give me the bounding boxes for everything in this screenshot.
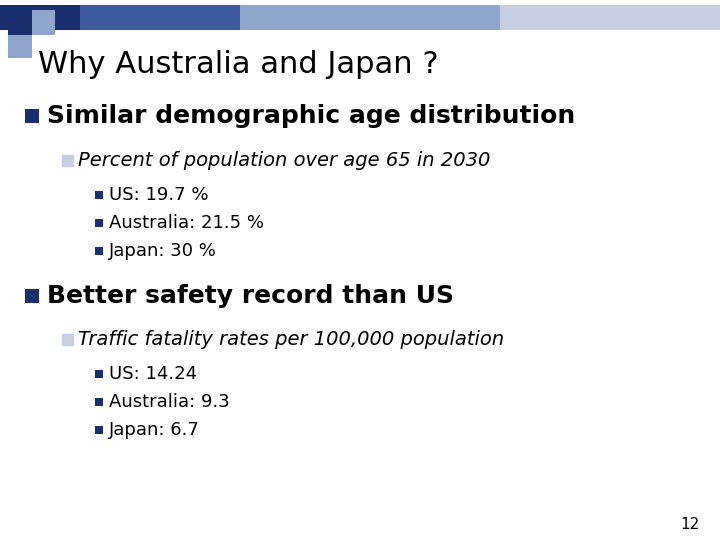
Text: Traffic fatality rates per 100,000 population: Traffic fatality rates per 100,000 popul… — [78, 330, 504, 349]
Polygon shape — [62, 155, 73, 166]
Polygon shape — [95, 191, 103, 199]
Text: Percent of population over age 65 in 2030: Percent of population over age 65 in 203… — [78, 151, 490, 170]
Polygon shape — [80, 5, 240, 30]
Text: Why Australia and Japan ?: Why Australia and Japan ? — [38, 50, 438, 79]
Polygon shape — [95, 247, 103, 255]
Polygon shape — [25, 289, 39, 303]
Text: Australia: 21.5 %: Australia: 21.5 % — [109, 214, 264, 232]
Polygon shape — [62, 334, 73, 345]
Polygon shape — [240, 5, 500, 30]
Polygon shape — [95, 370, 103, 378]
Polygon shape — [95, 219, 103, 227]
Polygon shape — [0, 5, 80, 30]
Text: US: 19.7 %: US: 19.7 % — [109, 186, 209, 204]
Text: 12: 12 — [680, 517, 700, 532]
Text: Australia: 9.3: Australia: 9.3 — [109, 393, 230, 411]
Polygon shape — [500, 5, 720, 30]
Polygon shape — [8, 10, 32, 35]
Text: Japan: 30 %: Japan: 30 % — [109, 242, 217, 260]
Polygon shape — [95, 426, 103, 434]
Text: Japan: 6.7: Japan: 6.7 — [109, 421, 200, 439]
Polygon shape — [95, 398, 103, 406]
Text: US: 14.24: US: 14.24 — [109, 365, 197, 383]
Text: Better safety record than US: Better safety record than US — [47, 284, 454, 308]
Polygon shape — [25, 109, 39, 123]
Polygon shape — [32, 10, 55, 35]
Text: Similar demographic age distribution: Similar demographic age distribution — [47, 104, 575, 128]
Polygon shape — [8, 35, 32, 58]
